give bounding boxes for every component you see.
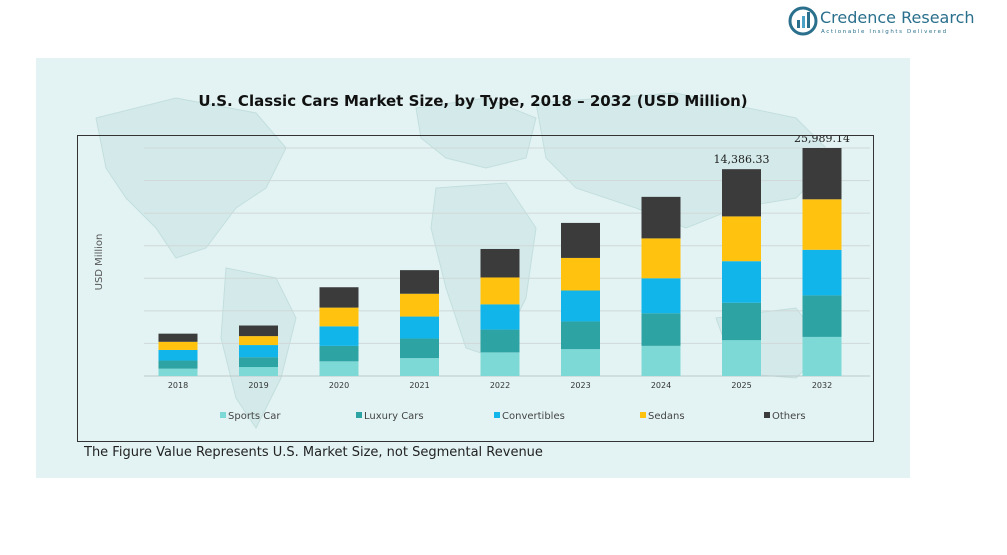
- bar-segment: [641, 313, 681, 346]
- legend-swatch: [356, 412, 362, 418]
- footnote: The Figure Value Represents U.S. Market …: [84, 445, 543, 460]
- bar-segment: [802, 199, 842, 250]
- bar-segment: [239, 357, 278, 368]
- brand-logo: Credence Research Actionable Insights De…: [788, 6, 988, 38]
- bar-segment: [722, 340, 761, 376]
- legend-label: Sedans: [648, 411, 685, 422]
- legend-swatch: [640, 412, 646, 418]
- legend-swatch: [220, 412, 226, 418]
- bar-segment: [480, 304, 520, 330]
- bar-segment: [561, 349, 600, 376]
- bar-segment: [400, 358, 439, 376]
- legend-label: Sports Car: [228, 411, 281, 422]
- bar-segment: [722, 302, 761, 341]
- legend-swatch: [494, 412, 500, 418]
- bar-segment: [641, 278, 681, 314]
- y-axis-label: USD Million: [94, 234, 105, 291]
- bar-segment: [561, 290, 600, 322]
- bar-segment: [480, 352, 520, 376]
- bar-segment: [641, 345, 681, 376]
- bar-segment: [239, 345, 278, 358]
- data-label: 14,386.33: [714, 153, 770, 166]
- bar-segment: [319, 307, 359, 327]
- x-tick-label: 2018: [168, 381, 188, 390]
- bar-segment: [158, 360, 198, 369]
- bar-segment: [480, 277, 520, 305]
- bar-segment: [722, 169, 761, 217]
- bar-segment: [239, 367, 278, 376]
- bar-segment: [319, 287, 359, 308]
- stacked-bar-chart: USD Million 2018 2019 2020 2021 2022 2023 2024 2…: [94, 136, 870, 422]
- bar-segment: [400, 338, 439, 359]
- bar-segment: [400, 270, 439, 294]
- x-tick-label: 2025: [731, 381, 751, 390]
- bar-segment: [802, 148, 842, 200]
- bar-segment: [802, 336, 842, 376]
- bar-segment: [561, 321, 600, 350]
- bar-segment: [480, 248, 520, 278]
- x-tick-label: 2021: [409, 381, 429, 390]
- bar-segment: [239, 336, 278, 346]
- bar-segment: [158, 333, 198, 342]
- bar-segment: [480, 329, 520, 353]
- x-tick-label: 2019: [248, 381, 268, 390]
- bar-segment: [561, 222, 600, 258]
- bar-segment: [641, 196, 681, 239]
- bar-segment: [400, 316, 439, 339]
- bar-segment: [722, 216, 761, 262]
- legend-label: Luxury Cars: [364, 411, 424, 422]
- x-tick-label: 2024: [651, 381, 671, 390]
- chart-panel: U.S. Classic Cars Market Size, by Type, …: [36, 58, 910, 478]
- bar-segment: [802, 249, 842, 296]
- bar-segment: [158, 368, 198, 376]
- bar-segment: [239, 325, 278, 337]
- bar-segment: [400, 293, 439, 317]
- bar-segment: [158, 341, 198, 350]
- credence-logo-icon: [788, 6, 818, 36]
- bar-segment: [561, 257, 600, 291]
- x-tick-label: 2022: [490, 381, 510, 390]
- legend-label: Convertibles: [502, 411, 565, 422]
- bar-segment: [802, 295, 842, 337]
- legend-label: Others: [772, 411, 806, 422]
- brand-name: Credence Research: [820, 8, 975, 27]
- bar-segment: [641, 238, 681, 279]
- bar-segment: [722, 261, 761, 303]
- legend-swatch: [764, 412, 770, 418]
- brand-tagline: Actionable Insights Delivered: [821, 29, 948, 35]
- bar-segment: [319, 361, 359, 376]
- bar-segment: [319, 326, 359, 346]
- x-tick-label: 2023: [570, 381, 590, 390]
- chart-title: U.S. Classic Cars Market Size, by Type, …: [198, 92, 748, 110]
- data-label: 25,989.14: [794, 136, 850, 145]
- bar-segment: [319, 345, 359, 362]
- chart-area: USD Million 2018 2019 2020 2021 2022 2023 2024 2…: [77, 135, 874, 442]
- x-tick-label: 2020: [329, 381, 349, 390]
- bar-segment: [158, 349, 198, 361]
- x-tick-label: 2032: [812, 381, 832, 390]
